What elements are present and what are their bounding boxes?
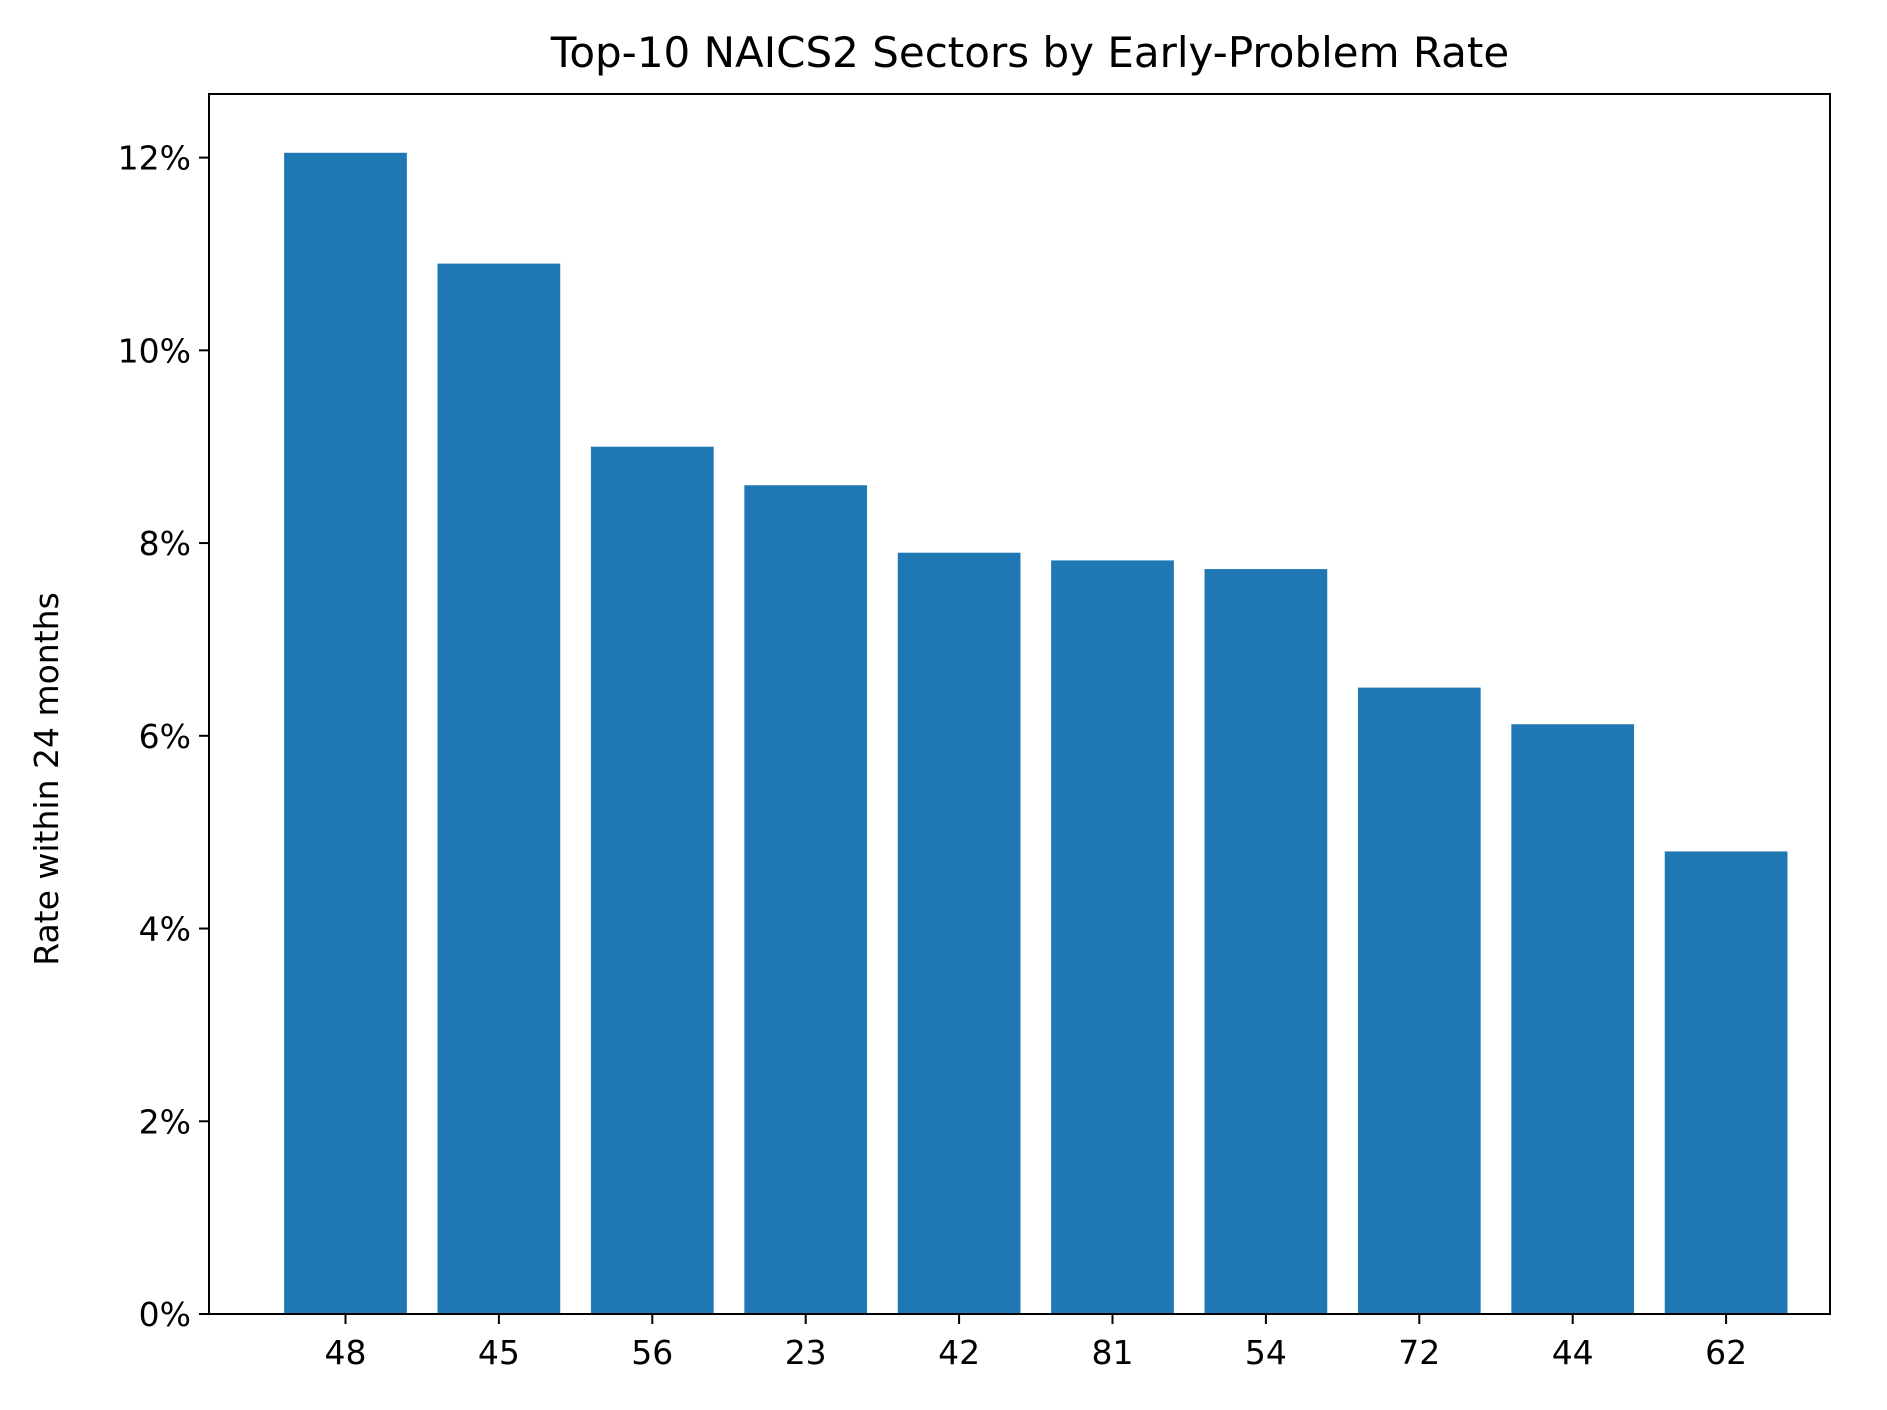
x-tick-label: 44 bbox=[1552, 1333, 1594, 1372]
bars-group bbox=[284, 152, 1788, 1314]
bar-48 bbox=[284, 152, 407, 1314]
bar-45 bbox=[437, 263, 561, 1314]
x-tick-label: 54 bbox=[1245, 1333, 1287, 1372]
bar-54 bbox=[1204, 569, 1328, 1314]
x-tick-label: 48 bbox=[325, 1333, 367, 1372]
bar-72 bbox=[1357, 687, 1481, 1314]
y-tick-label: 12% bbox=[118, 139, 191, 178]
x-tick-label: 81 bbox=[1092, 1333, 1134, 1372]
y-axis-label: Rate within 24 months bbox=[27, 592, 66, 966]
x-tick-label: 42 bbox=[938, 1333, 980, 1372]
x-tick-label: 72 bbox=[1398, 1333, 1440, 1372]
bar-62 bbox=[1664, 851, 1788, 1314]
bar-23 bbox=[744, 485, 868, 1314]
plot-area-frame bbox=[208, 93, 1831, 1315]
bar-44 bbox=[1511, 724, 1635, 1314]
y-tick-label: 6% bbox=[139, 717, 191, 756]
bar-42 bbox=[897, 552, 1021, 1314]
y-tick-label: 4% bbox=[139, 910, 191, 949]
y-tick-label: 0% bbox=[139, 1295, 191, 1334]
y-tick-label: 2% bbox=[139, 1102, 191, 1141]
y-tick-label: 10% bbox=[118, 331, 191, 370]
y-axis-ticks: 0% 2% 4% 6% 8% 10% 12% bbox=[118, 139, 209, 1334]
x-tick-label: 23 bbox=[785, 1333, 827, 1372]
x-tick-label: 62 bbox=[1705, 1333, 1747, 1372]
x-tick-label: 45 bbox=[478, 1333, 520, 1372]
y-tick-label: 8% bbox=[139, 524, 191, 563]
bar-81 bbox=[1051, 560, 1174, 1314]
x-tick-label: 56 bbox=[631, 1333, 673, 1372]
chart-title: Top-10 NAICS2 Sectors by Early-Problem R… bbox=[550, 28, 1509, 77]
bar-56 bbox=[590, 446, 714, 1314]
x-axis-ticks: 48 45 56 23 42 81 54 72 44 62 bbox=[325, 1314, 1747, 1372]
